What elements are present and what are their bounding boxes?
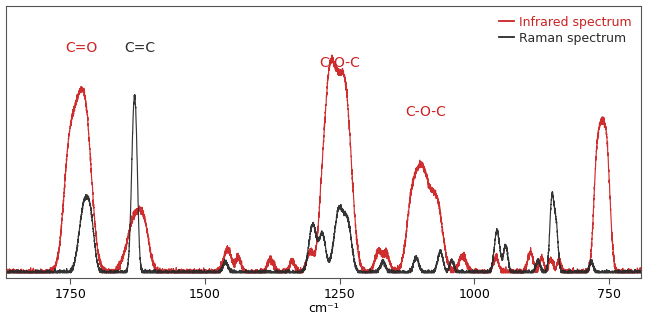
X-axis label: cm⁻¹: cm⁻¹ <box>308 302 339 316</box>
Text: C-O-C: C-O-C <box>406 105 446 119</box>
Text: C=O: C=O <box>65 41 97 55</box>
Text: C-O-C: C-O-C <box>319 56 360 70</box>
Text: C=C: C=C <box>125 41 156 55</box>
Legend: Infrared spectrum, Raman spectrum: Infrared spectrum, Raman spectrum <box>495 12 635 48</box>
